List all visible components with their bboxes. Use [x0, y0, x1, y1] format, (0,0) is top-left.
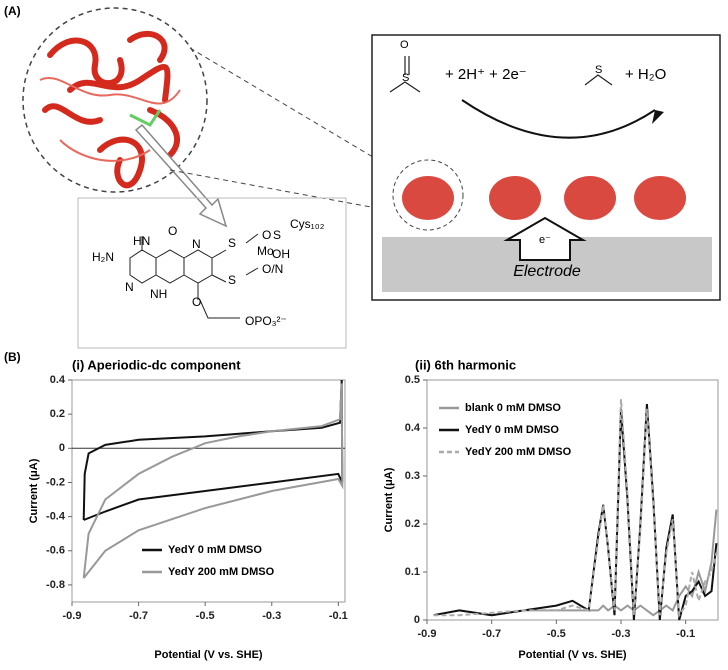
zoom-circle	[392, 159, 464, 231]
y-tick-label: 0.1	[405, 566, 420, 578]
panel-label: (B)	[4, 350, 21, 364]
series-line	[82, 383, 344, 579]
atom: O	[262, 228, 271, 242]
atom: O	[400, 39, 409, 51]
x-tick-label: -0.9	[418, 628, 437, 640]
y-tick-label: 0.2	[50, 408, 65, 420]
y-tick-label: 0.4	[50, 374, 66, 386]
atom: S	[402, 72, 409, 84]
plot-frame	[71, 379, 346, 603]
x-tick-label: -0.9	[63, 610, 82, 622]
legend-label: YedY 200 mM DMSO	[168, 566, 275, 578]
atom: NH	[150, 287, 167, 301]
y-tick-label: -0.8	[46, 579, 65, 591]
atom: OPO₃²⁻	[245, 314, 287, 328]
atom: N	[192, 237, 201, 251]
series-line	[433, 399, 718, 619]
atom: Mo	[257, 244, 274, 258]
x-tick-label: -0.5	[196, 610, 215, 622]
y-tick-label: 0	[414, 614, 420, 626]
x-tick-label: -0.1	[329, 610, 348, 622]
electron-label: e⁻	[539, 234, 551, 246]
legend-label: YedY 0 mM DMSO	[465, 424, 559, 436]
legend-label: YedY 200 mM DMSO	[465, 446, 572, 458]
reaction-text: + 2H⁺ + 2e⁻	[445, 66, 527, 83]
zoom-arrow	[134, 123, 228, 228]
x-tick-label: -0.7	[482, 628, 501, 640]
y-tick-label: 0.3	[405, 470, 420, 482]
y-tick-label: -0.2	[46, 476, 65, 488]
panel-label: (A)	[4, 4, 21, 18]
y-tick-label: -0.6	[46, 545, 65, 557]
atom: S	[228, 236, 236, 250]
atom: N	[125, 280, 134, 294]
y-tick-label: 0.2	[405, 518, 420, 530]
series-line	[433, 403, 718, 621]
y-tick-label: 0.5	[405, 374, 420, 386]
molecules	[389, 56, 613, 93]
legend-label: YedY 0 mM DMSO	[168, 544, 262, 556]
plot-frame	[426, 379, 719, 621]
connector	[189, 47, 399, 173]
atom: H₂N	[92, 250, 114, 264]
y-axis-label: Current (μA)	[28, 458, 40, 523]
y-tick-label: 0	[59, 442, 65, 454]
adsorbed-proteins	[402, 176, 686, 220]
chemical-structure	[77, 197, 347, 349]
atom: S	[273, 228, 281, 242]
reaction-arrow	[461, 99, 656, 139]
x-axis-label: Potential (V vs. SHE)	[518, 649, 627, 661]
reaction-text: + H₂O	[625, 66, 666, 83]
reaction-arrowhead	[652, 110, 664, 124]
connector	[169, 169, 399, 213]
chart-title: (ii) 6th harmonic	[415, 357, 516, 372]
y-tick-label: 0.4	[405, 422, 421, 434]
x-axis-label: Potential (V vs. SHE)	[154, 649, 263, 661]
electron-arrow	[503, 216, 587, 261]
atom: HN	[133, 234, 150, 248]
legend-label: blank 0 mM DMSO	[465, 402, 561, 414]
x-tick-label: -0.5	[547, 628, 566, 640]
x-tick-label: -0.1	[676, 628, 695, 640]
atom: O	[168, 224, 177, 238]
x-tick-label: -0.7	[129, 610, 148, 622]
protein-zoom	[22, 7, 208, 193]
electrode-label: Electrode	[513, 263, 581, 280]
series-line	[82, 379, 344, 521]
x-tick-label: -0.3	[612, 628, 631, 640]
y-axis-label: Current (μA)	[383, 467, 395, 532]
atom: O	[192, 295, 201, 309]
chart-title: (i) Aperiodic-dc component	[72, 357, 241, 372]
x-tick-label: -0.3	[262, 610, 281, 622]
atom: OH	[272, 247, 290, 261]
atom: S	[228, 273, 236, 287]
atom: S	[595, 64, 602, 76]
y-tick-label: -0.4	[46, 511, 66, 523]
atom: Cys₁₀₂	[290, 217, 325, 231]
atom: O/N	[262, 262, 283, 276]
